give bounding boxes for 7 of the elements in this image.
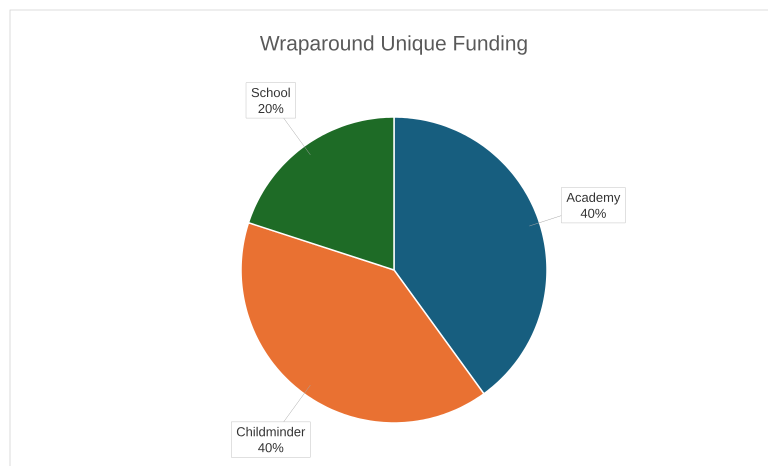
data-label: 40% (580, 208, 606, 218)
chart-title: Wraparound Unique Funding (260, 35, 527, 55)
slice-label: Academy (566, 192, 620, 205)
data-label: 40% (258, 443, 284, 452)
slice-label: School (252, 88, 290, 98)
slice-label: Childminder (236, 426, 306, 436)
data-label: 20% (258, 104, 284, 114)
